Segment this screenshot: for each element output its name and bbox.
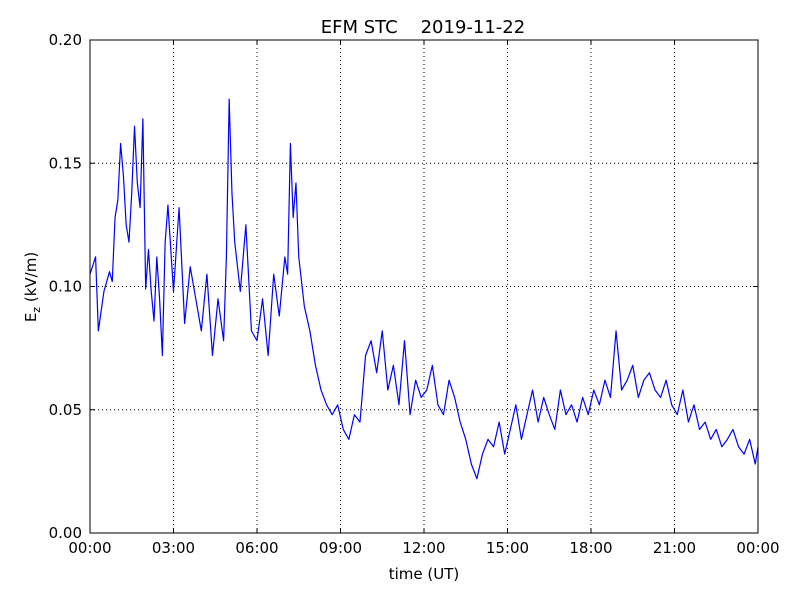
series-layer bbox=[90, 98, 758, 480]
x-tick-label: 18:00 bbox=[569, 539, 612, 557]
grid bbox=[90, 40, 758, 533]
x-tick-label: 00:00 bbox=[68, 539, 111, 557]
x-tick-label: 15:00 bbox=[486, 539, 529, 557]
y-tick-label: 0.15 bbox=[49, 154, 82, 172]
x-tick-label: 00:00 bbox=[736, 539, 779, 557]
ticks: 00:00 03:00 06:00 09:00 12:00 15:00 18:00 21:00… bbox=[49, 31, 780, 557]
y-axis-label: Ez (kV/m) bbox=[22, 252, 43, 322]
x-tick-label: 03:00 bbox=[152, 539, 195, 557]
x-axis-label: time (UT) bbox=[389, 565, 460, 583]
x-tick-label: 12:00 bbox=[402, 539, 445, 557]
y-tick-label: 0.05 bbox=[49, 401, 82, 419]
x-tick-label: 21:00 bbox=[653, 539, 696, 557]
y-tick-label: 0.10 bbox=[49, 278, 82, 296]
chart-title: EFM STC 2019-11-22 bbox=[321, 17, 525, 38]
series-line bbox=[90, 98, 758, 480]
y-axis-label-unit: (kV/m) bbox=[22, 252, 40, 307]
x-tick-label: 06:00 bbox=[235, 539, 278, 557]
y-tick-label: 0.00 bbox=[49, 524, 82, 542]
y-axis-label-subscript: z bbox=[30, 307, 43, 313]
y-tick-label: 0.20 bbox=[49, 31, 82, 49]
x-tick-label: 09:00 bbox=[319, 539, 362, 557]
y-axis-label-main: E bbox=[22, 313, 40, 322]
